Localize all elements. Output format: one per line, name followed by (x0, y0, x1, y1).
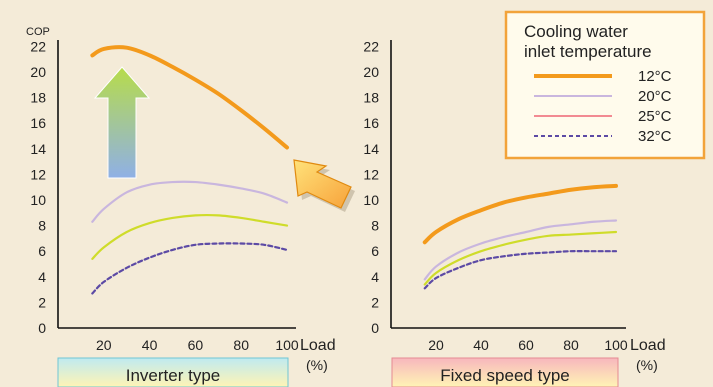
y-tick-label: 6 (371, 243, 379, 259)
x-axis-unit: (%) (636, 357, 658, 373)
legend: Cooling water inlet temperature 12°C 20°C… (504, 10, 706, 160)
y-tick-label: 12 (30, 166, 46, 182)
y-tick-label: 2 (371, 294, 379, 310)
series-line-1 (91, 180, 289, 223)
inverter-label-box: Inverter type (57, 357, 289, 387)
legend-label: 12°C (638, 68, 672, 85)
legend-title-line1: Cooling water (524, 22, 628, 41)
x-axis-unit: (%) (306, 357, 328, 373)
legend-title-line2: inlet temperature (524, 42, 652, 61)
y-tick-label: 22 (363, 38, 379, 54)
legend-label: 25°C (638, 108, 672, 125)
legend-label: 20°C (638, 88, 672, 105)
series-line-3 (423, 250, 618, 290)
series-line-2 (91, 213, 289, 260)
y-tick-label: 18 (363, 90, 379, 106)
y-tick-label: 16 (363, 115, 379, 131)
inverter-label: Inverter type (126, 366, 221, 385)
y-tick-label: 8 (38, 218, 46, 234)
y-tick-label: 2 (38, 294, 46, 310)
y-tick-label: 4 (38, 269, 46, 285)
fixed-speed-label-box: Fixed speed type (391, 357, 619, 387)
y-tick-label: 0 (38, 320, 46, 336)
x-axis-title: Load (300, 337, 336, 354)
x-tick-label: 80 (563, 337, 579, 353)
y-tick-label: 6 (38, 243, 46, 259)
inverter-chart: COP 0 2 4 6 8 10 12 14 16 18 20 22 20 40 60 80 100 Load (%… (26, 26, 336, 373)
y-tick-label: 20 (363, 64, 379, 80)
series-line-1 (423, 219, 618, 281)
y-tick-label: 8 (371, 218, 379, 234)
x-tick-label: 20 (96, 337, 112, 353)
x-tick-label: 80 (233, 337, 249, 353)
x-tick-label: 60 (518, 337, 534, 353)
y-tick-label: 14 (30, 141, 46, 157)
x-axis-title: Load (630, 337, 666, 354)
series-line-0 (90, 45, 289, 150)
x-tick-label: 100 (604, 337, 628, 353)
x-tick-label: 60 (188, 337, 204, 353)
y-tick-label: 10 (30, 192, 46, 208)
y-axis-title: COP (26, 26, 50, 38)
y-tick-label: 20 (30, 64, 46, 80)
y-tick-label: 0 (371, 320, 379, 336)
y-tick-label: 12 (363, 166, 379, 182)
legend-label: 32°C (638, 128, 672, 145)
y-tick-label: 18 (30, 90, 46, 106)
x-tick-label: 100 (275, 337, 299, 353)
y-tick-label: 22 (30, 38, 46, 54)
y-tick-label: 16 (30, 115, 46, 131)
series-line-2 (423, 230, 618, 286)
x-tick-label: 40 (473, 337, 489, 353)
series-line-0 (422, 183, 618, 245)
y-tick-label: 14 (363, 141, 379, 157)
x-tick-label: 40 (142, 337, 158, 353)
series-line-3 (91, 242, 289, 295)
x-tick-label: 20 (428, 337, 444, 353)
y-tick-label: 10 (363, 192, 379, 208)
left-arrow-icon (293, 159, 355, 212)
up-arrow-icon (93, 66, 151, 179)
fixed-speed-label: Fixed speed type (440, 366, 569, 385)
fixed-speed-chart: 0 2 4 6 8 10 12 14 16 18 20 22 20 40 60 80 100 Load (%) (363, 38, 665, 373)
y-tick-label: 4 (371, 269, 379, 285)
